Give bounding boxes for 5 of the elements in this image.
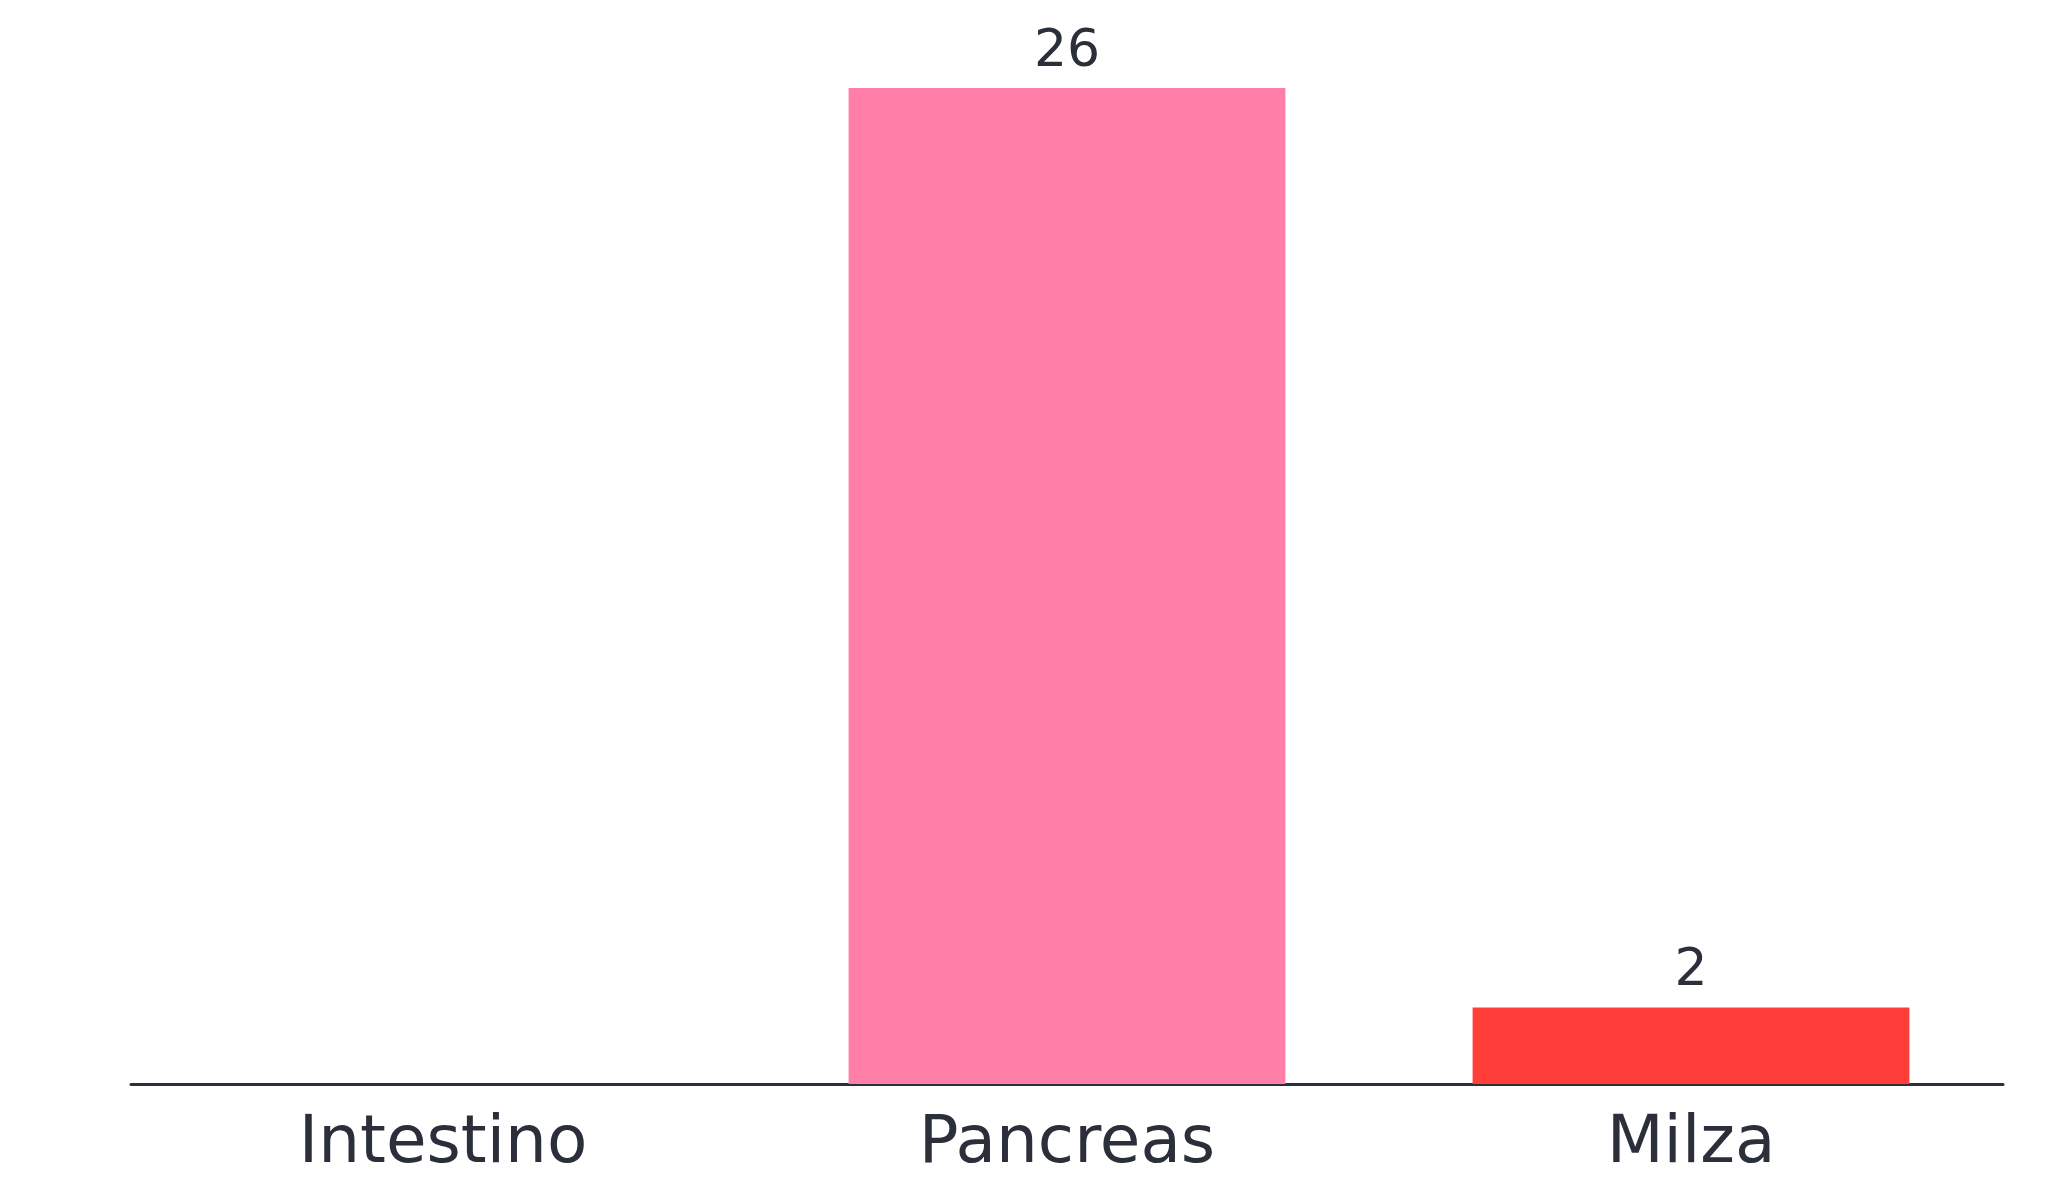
x-tick-label: Intestino <box>298 1100 588 1178</box>
x-tick-label: Pancreas <box>918 1100 1216 1178</box>
x-tick-label: Milza <box>1606 1100 1776 1178</box>
data-label: 26 <box>1033 18 1101 78</box>
data-label: 2 <box>1674 937 1708 998</box>
